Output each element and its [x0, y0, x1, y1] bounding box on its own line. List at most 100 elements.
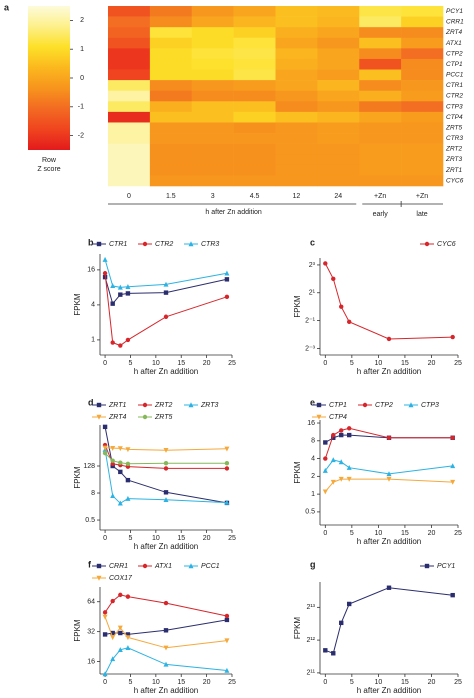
- marker: [339, 428, 344, 433]
- legend-label: COX17: [109, 575, 133, 582]
- heatmap-cell: [401, 154, 444, 166]
- marker: [338, 459, 344, 465]
- marker: [224, 667, 230, 673]
- marker: [331, 651, 336, 656]
- marker: [450, 435, 455, 440]
- heatmap-cell: [149, 101, 193, 113]
- heatmap-cell: [149, 16, 193, 28]
- x-tick-label: 20: [428, 530, 436, 537]
- marker: [102, 256, 108, 262]
- heatmap-cell: [401, 37, 444, 49]
- marker: [110, 283, 116, 289]
- marker: [125, 461, 131, 467]
- marker: [102, 614, 108, 620]
- marker: [163, 461, 169, 466]
- x-tick-label: 10: [374, 530, 382, 537]
- marker: [102, 271, 108, 276]
- row-label: ZRT5: [445, 124, 463, 131]
- heatmap-cell: [233, 164, 276, 176]
- row-label: CTR3: [446, 135, 463, 142]
- heatmap-cell: [191, 154, 234, 166]
- series-line: [324, 427, 453, 459]
- legend-label: CYC6: [437, 241, 456, 248]
- marker: [224, 446, 230, 452]
- marker: [346, 432, 352, 438]
- heatmap-cell: [233, 6, 276, 17]
- legend-label: CRR1: [109, 563, 128, 570]
- heatmap-cell: [149, 175, 193, 187]
- y-tick-label: 8: [91, 490, 95, 497]
- heatmap-cell: [149, 69, 193, 81]
- marker: [96, 563, 102, 569]
- marker: [331, 432, 336, 438]
- marker: [339, 620, 344, 626]
- x-tick-label: 0: [323, 530, 327, 537]
- marker: [386, 585, 392, 590]
- row-label: PCY1: [446, 8, 463, 15]
- marker: [110, 656, 116, 662]
- legend-label: CTP3: [421, 402, 439, 409]
- row-label: CYC6: [446, 177, 464, 184]
- marker: [224, 277, 230, 282]
- legend-label: ZRT4: [108, 414, 126, 421]
- marker: [110, 635, 116, 641]
- legend-label: ZRT3: [200, 402, 218, 409]
- heatmap-cell: [233, 175, 276, 187]
- x-tick-label: 15: [401, 679, 409, 686]
- row-label: ZRT4: [445, 29, 463, 36]
- heatmap-cell: [401, 101, 444, 113]
- row-label: ZRT3: [445, 156, 463, 163]
- row-label: ATX1: [445, 40, 462, 47]
- column-label: 0: [127, 193, 131, 200]
- x-tick-label: 15: [401, 360, 409, 367]
- colorbar: [28, 6, 70, 150]
- marker: [163, 661, 169, 667]
- marker: [118, 630, 123, 636]
- y-tick-label: 1: [311, 491, 315, 498]
- heatmap-cell: [359, 175, 402, 187]
- series-line: [104, 594, 228, 617]
- heatmap-cell: [233, 16, 276, 28]
- x-tick-label: 5: [350, 360, 354, 367]
- heatmap-cell: [191, 143, 234, 155]
- marker: [102, 610, 108, 615]
- heatmap-cell: [191, 80, 234, 92]
- heatmap-cell: [108, 27, 151, 39]
- marker: [163, 290, 169, 295]
- heatmap-cell: [233, 58, 276, 70]
- y-axis-label: FPKM: [73, 466, 82, 489]
- x-tick-label: 25: [454, 360, 462, 367]
- heatmap-cell: [359, 111, 402, 123]
- heatmap-cell: [317, 16, 360, 28]
- panel-letter: a: [4, 2, 10, 12]
- y-tick-label: 16: [87, 658, 95, 665]
- heatmap-cell: [317, 143, 360, 155]
- row-label: CTR2: [446, 93, 463, 100]
- row-label: CRR1: [446, 19, 464, 26]
- heatmap-cell: [317, 175, 360, 187]
- legend-label: CTR1: [109, 241, 127, 248]
- group-label: early: [373, 211, 389, 218]
- heatmap-cell: [359, 27, 402, 39]
- marker: [224, 617, 230, 623]
- x-tick-label: 15: [177, 535, 185, 542]
- legend-label: CTP1: [329, 402, 347, 409]
- heatmap-cell: [191, 69, 234, 81]
- heatmap-cell: [275, 111, 318, 123]
- x-tick-label: 25: [228, 360, 236, 367]
- x-tick-label: 20: [203, 535, 211, 542]
- heatmap-cell: [317, 122, 360, 134]
- colorbar-tick-label: 2: [80, 17, 84, 24]
- x-tick-label: 5: [129, 535, 133, 542]
- series-line: [325, 587, 453, 654]
- heatmap-cell: [317, 90, 360, 102]
- y-tick-label: 2¹²: [306, 637, 315, 644]
- heatmap-cell: [359, 16, 402, 28]
- y-tick-label: 64: [87, 599, 95, 606]
- marker: [346, 319, 352, 325]
- heatmap-cell: [275, 164, 318, 176]
- x-axis-label: h after Zn addition: [134, 686, 198, 695]
- marker: [224, 461, 230, 466]
- y-tick-label: 4: [91, 302, 95, 309]
